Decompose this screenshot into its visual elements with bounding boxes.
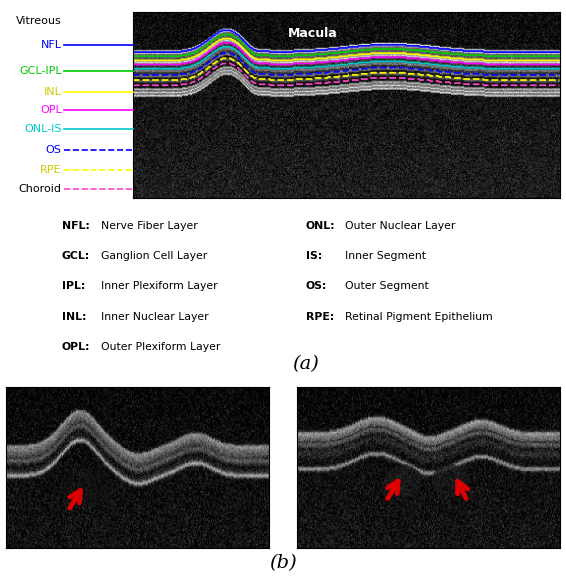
Text: Ganglion Cell Layer: Ganglion Cell Layer (101, 251, 208, 261)
Text: ONL:: ONL: (306, 221, 335, 231)
Text: Nerve Fiber Layer: Nerve Fiber Layer (101, 221, 198, 231)
Text: Outer Segment: Outer Segment (345, 281, 429, 291)
Text: OPL: OPL (40, 105, 62, 115)
Text: RPE: RPE (40, 165, 62, 175)
Text: Outer Plexiform Layer: Outer Plexiform Layer (101, 342, 221, 352)
Text: Inner Nuclear Layer: Inner Nuclear Layer (101, 312, 209, 322)
Text: Inner Segment: Inner Segment (345, 251, 427, 261)
Text: GCL-IPL: GCL-IPL (19, 66, 62, 76)
Text: IPL:: IPL: (62, 281, 85, 291)
Text: Macula: Macula (288, 26, 337, 40)
Text: OS:: OS: (306, 281, 327, 291)
Text: Outer Nuclear Layer: Outer Nuclear Layer (345, 221, 456, 231)
Text: Retinal Pigment Epithelium: Retinal Pigment Epithelium (345, 312, 493, 322)
Text: (b): (b) (269, 554, 297, 573)
Text: Vitreous: Vitreous (16, 16, 62, 26)
Text: Choroid: Choroid (19, 184, 62, 194)
Text: OS: OS (46, 145, 62, 155)
Text: NFL: NFL (41, 40, 62, 50)
Text: OPL:: OPL: (62, 342, 90, 352)
Text: (a): (a) (292, 355, 319, 373)
Text: INL: INL (44, 87, 62, 97)
Text: GCL:: GCL: (62, 251, 90, 261)
Text: Inner Plexiform Layer: Inner Plexiform Layer (101, 281, 218, 291)
Text: RPE:: RPE: (306, 312, 334, 322)
Text: ONL-IS: ONL-IS (24, 124, 62, 134)
Text: INL:: INL: (62, 312, 86, 322)
Text: IS:: IS: (306, 251, 322, 261)
Text: NFL:: NFL: (62, 221, 89, 231)
